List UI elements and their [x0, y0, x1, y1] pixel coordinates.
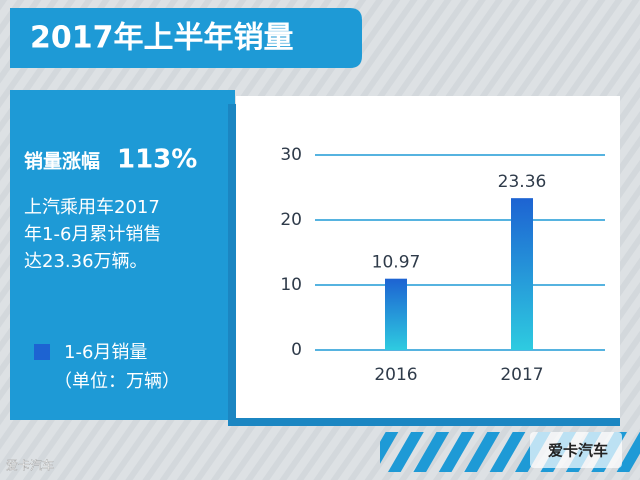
- unit-note: （单位：万辆）: [54, 371, 180, 392]
- value-label: 23.36: [498, 172, 547, 192]
- x-tick-label: 2017: [500, 365, 543, 385]
- y-tick-label: 30: [280, 145, 302, 165]
- info-panel: [10, 90, 235, 420]
- y-tick-label: 20: [280, 210, 302, 230]
- highlight-value: 113%: [117, 145, 197, 175]
- description-line: 上汽乘用车2017: [24, 197, 160, 218]
- chart-card: [236, 96, 620, 418]
- y-tick-label: 10: [280, 275, 302, 295]
- plot: 0 10 20 30 2016 10.97 2017 23.36: [280, 145, 605, 385]
- value-label: 10.97: [372, 253, 421, 273]
- title-banner: [10, 8, 362, 68]
- x-tick-label: 2016: [374, 365, 417, 385]
- highlight-label: 销量涨幅: [24, 150, 100, 173]
- description-line: 达23.36万辆。: [24, 251, 148, 272]
- legend-label: 1-6月销量: [64, 342, 147, 363]
- y-tick-label: 0: [291, 340, 302, 360]
- bar: [385, 278, 407, 350]
- legend-swatch: [34, 344, 50, 360]
- watermark: 爱卡汽车: [548, 442, 608, 460]
- logo-box: [530, 432, 622, 468]
- bar: [511, 198, 533, 350]
- description-line: 年1-6月累计销售: [24, 224, 161, 245]
- title: 2017年上半年销量: [30, 21, 294, 56]
- watermark: 爱卡汽车: [6, 458, 54, 473]
